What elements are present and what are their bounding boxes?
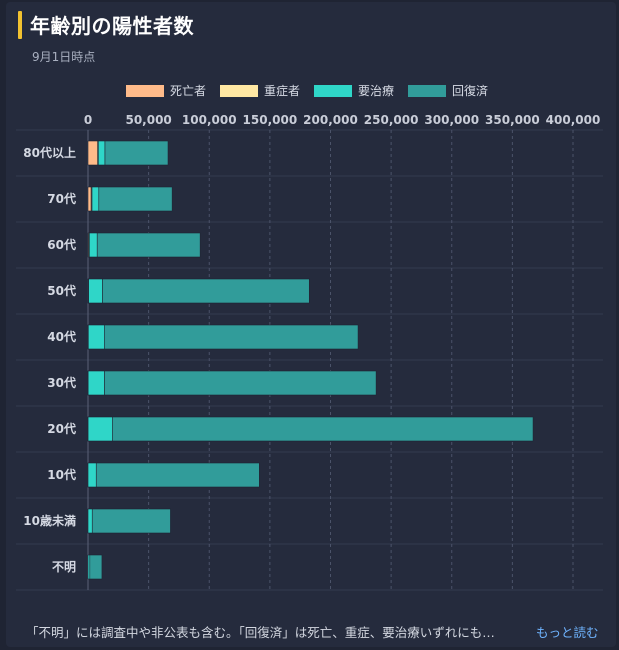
legend-label: 重症者: [264, 84, 301, 98]
bar-segment: [91, 186, 100, 212]
x-tick-label: 150,000: [243, 113, 298, 127]
bar-segment: [104, 324, 359, 350]
bar-segment: [87, 140, 98, 166]
y-category-label: 50代: [47, 283, 76, 298]
bar-segment: [98, 140, 106, 166]
x-tick-label: 200,000: [303, 113, 358, 127]
chart-title: 年齢別の陽性者数: [30, 14, 194, 38]
legend-label: 回復済: [452, 84, 489, 98]
legend-swatch: [314, 84, 353, 97]
x-tick-label: 250,000: [364, 113, 419, 127]
bar-segment: [104, 140, 169, 166]
legend-label: 要治療: [358, 84, 395, 98]
y-category-label: 70代: [47, 191, 76, 206]
y-category-label: 20代: [47, 421, 76, 436]
bar-segment: [89, 554, 103, 580]
chart-legend: 死亡者 重症者 要治療 回復済: [126, 82, 488, 99]
legend-item-2[interactable]: 要治療: [314, 82, 394, 99]
y-category-label: 40代: [47, 329, 76, 344]
x-tick-label: 400,000: [546, 113, 601, 127]
bar-segment: [91, 508, 171, 534]
legend-item-0[interactable]: 死亡者: [126, 82, 206, 99]
bar-segment: [87, 416, 113, 442]
bar-segment: [88, 278, 103, 304]
bar-segment: [104, 370, 377, 396]
x-tick-label: 350,000: [485, 113, 540, 127]
bar-segment: [95, 462, 260, 488]
bar-segment: [87, 186, 92, 212]
y-category-label: 10代: [47, 467, 76, 482]
title-accent-bar: [18, 11, 22, 39]
y-category-label: 60代: [47, 237, 76, 252]
x-tick-label: 100,000: [182, 113, 237, 127]
bar-segment: [89, 232, 98, 258]
x-tick-label: 0: [84, 113, 92, 127]
bar-segment: [87, 370, 105, 396]
bar-segment: [98, 186, 173, 212]
bar-segment: [87, 324, 105, 350]
read-more-link[interactable]: もっと読む: [536, 625, 599, 640]
legend-item-3[interactable]: 回復済: [408, 82, 488, 99]
bar-segment: [87, 462, 97, 488]
y-category-label: 80代以上: [23, 145, 76, 160]
bar-chart: 0 50,000 100,000 150,000 200,000 250,000 300,0…: [16, 113, 603, 591]
bar-segment: [102, 278, 310, 304]
legend-swatch: [126, 84, 164, 97]
y-category-label: 30代: [47, 375, 76, 390]
legend-item-1[interactable]: 重症者: [220, 82, 300, 99]
chart-subtitle: 9月1日時点: [32, 50, 96, 64]
bar-segment: [87, 508, 93, 534]
footer-note: 「不明」には調査中や非公表も含む。「回復済」は死亡、重症、要治療いずれにも…: [26, 625, 495, 640]
y-category-label: 不明: [52, 560, 76, 574]
x-tick-label: 300,000: [424, 113, 479, 127]
bar-segment: [112, 416, 534, 442]
x-tick-label: 50,000: [125, 113, 171, 127]
chart-card: 年齢別の陽性者数 9月1日時点 死亡者 重症者 要治療 回復済 0 50,000 100,…: [6, 2, 616, 647]
bar-segment: [96, 232, 201, 258]
legend-label: 死亡者: [170, 84, 207, 98]
legend-swatch: [408, 84, 447, 97]
legend-swatch: [220, 84, 259, 97]
y-category-label: 10歳未満: [23, 513, 76, 528]
